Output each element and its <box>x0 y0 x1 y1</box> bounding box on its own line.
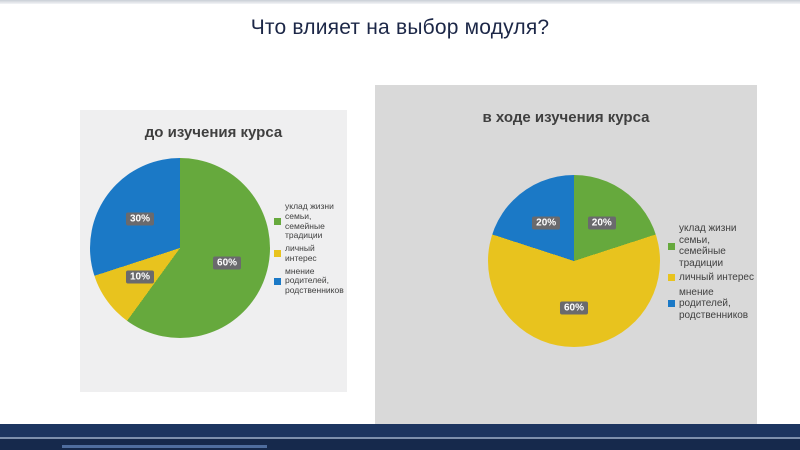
chart-title-before-course: до изучения курса <box>144 124 283 141</box>
legend-label: мнение родителей, родственников <box>285 265 344 296</box>
legend-item: личный интерес <box>668 272 754 284</box>
legend-item: уклад жизни семьи, семейные традиции <box>274 201 344 241</box>
legend-swatch <box>668 242 675 250</box>
pie-chart-before-course: 60% 10% 30% <box>90 158 270 338</box>
footer-decoration-bar <box>0 424 800 450</box>
legend-label: личный интерес <box>285 243 317 263</box>
legend-swatch <box>274 250 281 258</box>
footer-lower-band <box>0 439 800 450</box>
legend-swatch <box>274 218 281 226</box>
pie-data-label: 20% <box>532 216 561 230</box>
pie-data-label: 10% <box>125 270 154 284</box>
chart-title-during-course: в ходе изучения курса <box>482 109 650 126</box>
legend-label: уклад жизни семьи, семейные традиции <box>285 201 334 241</box>
legend-item: личный интерес <box>274 243 344 264</box>
pie-data-label: 60% <box>559 301 589 315</box>
legend-swatch <box>274 277 281 285</box>
legend-swatch <box>668 300 675 308</box>
legend-swatch <box>668 274 675 282</box>
footer-divider-line <box>0 437 800 439</box>
chart-legend-during-course: уклад жизни семьи, семейные традиции личн… <box>668 223 754 321</box>
legend-item: мнение родителей, родственников <box>274 265 344 296</box>
legend-label: мнение родителей, родственников <box>679 286 749 321</box>
chart-panel-during-course: в ходе изучения курса 20% 60% 20% уклад жи… <box>375 85 757 424</box>
legend-item: мнение родителей, родственников <box>668 287 754 322</box>
pie-data-label: 60% <box>213 256 242 270</box>
chart-legend-before-course: уклад жизни семьи, семейные традиции личн… <box>274 201 344 296</box>
slide-title: Что влияет на выбор модуля? <box>250 16 550 39</box>
legend-item: уклад жизни семьи, семейные традиции <box>668 223 754 269</box>
pie-data-label: 20% <box>587 216 616 230</box>
top-accent-bar <box>0 0 800 4</box>
legend-label: личный интерес <box>679 272 754 283</box>
legend-label: уклад жизни семьи, семейные традиции <box>679 223 737 269</box>
pie-data-label: 30% <box>125 212 154 226</box>
pie-chart-during-course: 20% 60% 20% <box>488 175 660 347</box>
chart-panel-before-course: до изучения курса 60% 10% 30% уклад жизни … <box>80 110 347 392</box>
footer-accent-segment <box>62 445 267 448</box>
